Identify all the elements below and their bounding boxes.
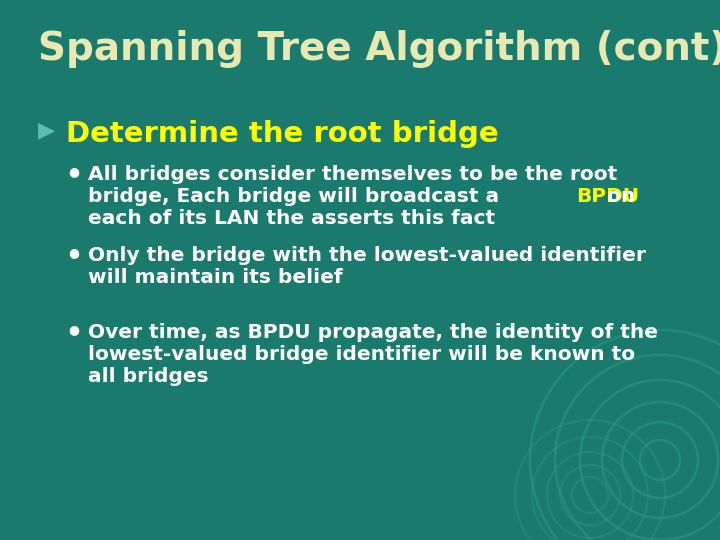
Text: lowest-valued bridge identifier will be known to: lowest-valued bridge identifier will be …: [88, 346, 635, 365]
Text: will maintain its belief: will maintain its belief: [88, 268, 343, 287]
Text: ▶: ▶: [38, 120, 55, 140]
Text: Spanning Tree Algorithm (cont): Spanning Tree Algorithm (cont): [38, 30, 720, 68]
Text: Determine the root bridge: Determine the root bridge: [66, 120, 499, 148]
Text: all bridges: all bridges: [88, 367, 209, 387]
Text: on: on: [600, 187, 635, 206]
Text: Over time, as BPDU propagate, the identity of the: Over time, as BPDU propagate, the identi…: [88, 323, 658, 342]
Text: Only the bridge with the lowest-valued identifier: Only the bridge with the lowest-valued i…: [88, 246, 646, 265]
Text: bridge, Each bridge will broadcast a: bridge, Each bridge will broadcast a: [88, 187, 506, 206]
Text: each of its LAN the asserts this fact: each of its LAN the asserts this fact: [88, 209, 495, 228]
Text: ●: ●: [68, 323, 79, 336]
Text: All bridges consider themselves to be the root: All bridges consider themselves to be th…: [88, 165, 617, 184]
Text: ●: ●: [68, 246, 79, 259]
Text: BPDU: BPDU: [576, 187, 639, 206]
Text: ●: ●: [68, 165, 79, 178]
